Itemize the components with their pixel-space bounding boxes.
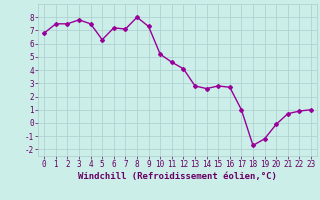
X-axis label: Windchill (Refroidissement éolien,°C): Windchill (Refroidissement éolien,°C) <box>78 172 277 181</box>
